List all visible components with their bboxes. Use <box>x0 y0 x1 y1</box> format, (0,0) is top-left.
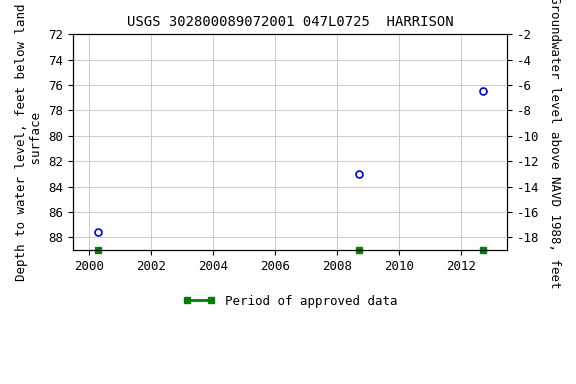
Title: USGS 302800089072001 047L0725  HARRISON: USGS 302800089072001 047L0725 HARRISON <box>127 15 454 29</box>
Y-axis label: Groundwater level above NAVD 1988, feet: Groundwater level above NAVD 1988, feet <box>548 0 561 288</box>
Legend: Period of approved data: Period of approved data <box>179 290 402 313</box>
Y-axis label: Depth to water level, feet below land
 surface: Depth to water level, feet below land su… <box>15 3 43 281</box>
